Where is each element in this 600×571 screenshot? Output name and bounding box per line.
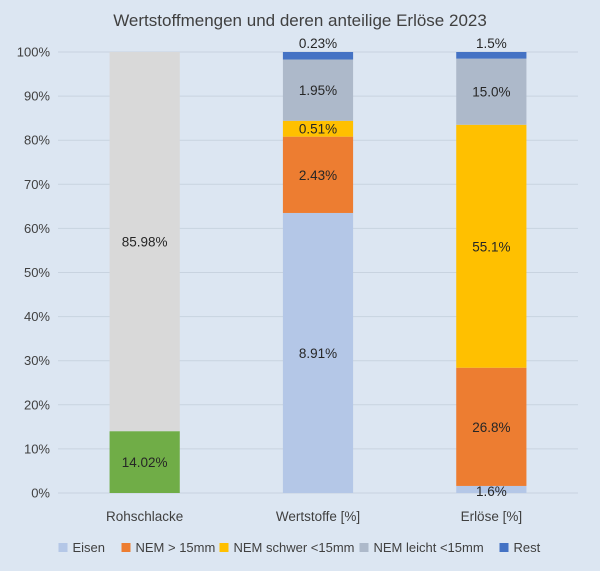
data-label: 8.91%: [299, 346, 337, 361]
y-tick-label: 100%: [17, 45, 51, 60]
legend-swatch: [121, 543, 131, 552]
y-tick-label: 70%: [24, 177, 50, 192]
bars: [109, 52, 527, 493]
data-label: 2.43%: [299, 168, 337, 183]
bar-segment: [456, 52, 527, 59]
legend: Eisen NEM > 15mm NEM schwer <15mm NEM leich…: [58, 540, 541, 555]
data-label: 0.23%: [299, 36, 337, 51]
bar-segment: [109, 52, 180, 432]
bar-segment: [282, 136, 354, 213]
x-axis: Rohschlacke Wertstoffe [%] Erlöse [%]: [106, 509, 522, 524]
y-tick-label: 90%: [24, 89, 50, 104]
data-label: 0.51%: [299, 122, 337, 137]
data-label: 15.0%: [472, 85, 510, 100]
legend-label: NEM schwer <15mm: [234, 540, 355, 555]
data-label: 1.6%: [476, 484, 507, 499]
y-tick-label: 0%: [31, 486, 50, 501]
x-tick-label: Wertstoffe [%]: [276, 509, 360, 524]
data-label: 55.1%: [472, 239, 510, 254]
bar-segment: [282, 52, 354, 60]
data-label: 14.02%: [122, 455, 168, 470]
legend-label: Rest: [514, 540, 541, 555]
legend-swatch: [499, 543, 509, 552]
legend-swatch: [219, 543, 229, 552]
bar-segment: [282, 59, 354, 121]
y-tick-label: 10%: [24, 441, 50, 456]
x-tick-label: Rohschlacke: [106, 509, 183, 524]
y-tick-label: 40%: [24, 309, 50, 324]
bar-segment: [282, 212, 354, 493]
x-tick-label: Erlöse [%]: [461, 509, 523, 524]
data-label: 85.98%: [122, 235, 168, 250]
legend-label: NEM > 15mm: [136, 540, 216, 555]
y-tick-label: 20%: [24, 397, 50, 412]
legend-label: NEM leicht <15mm: [374, 540, 484, 555]
y-tick-label: 50%: [24, 265, 50, 280]
data-label: 1.95%: [299, 83, 337, 98]
y-tick-label: 80%: [24, 133, 50, 148]
bar-segment: [456, 124, 527, 368]
bar-segment: [456, 367, 527, 486]
data-label: 26.8%: [472, 420, 510, 435]
legend-label: Eisen: [73, 540, 106, 555]
chart-title: Wertstoffmengen und deren anteilige Erlö…: [113, 11, 487, 30]
bar-segment: [109, 431, 180, 493]
y-tick-label: 60%: [24, 221, 50, 236]
y-tick-label: 30%: [24, 353, 50, 368]
y-axis: 0% 10% 20% 30% 40% 50% 60% 70% 80% 90% 100%: [17, 45, 51, 501]
bar-segment: [456, 58, 527, 125]
data-labels: 14.02% 85.98% 8.91% 2.43% 0.51% 1.95% 0.23% 1.6…: [122, 36, 511, 499]
legend-swatch: [359, 543, 369, 552]
legend-swatch: [58, 543, 68, 552]
bar-segment: [282, 120, 354, 137]
data-label: 1.5%: [476, 36, 507, 51]
bar-segment: [456, 485, 527, 493]
